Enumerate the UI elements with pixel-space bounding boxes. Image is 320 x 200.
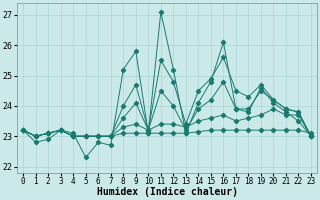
X-axis label: Humidex (Indice chaleur): Humidex (Indice chaleur) <box>97 187 237 197</box>
